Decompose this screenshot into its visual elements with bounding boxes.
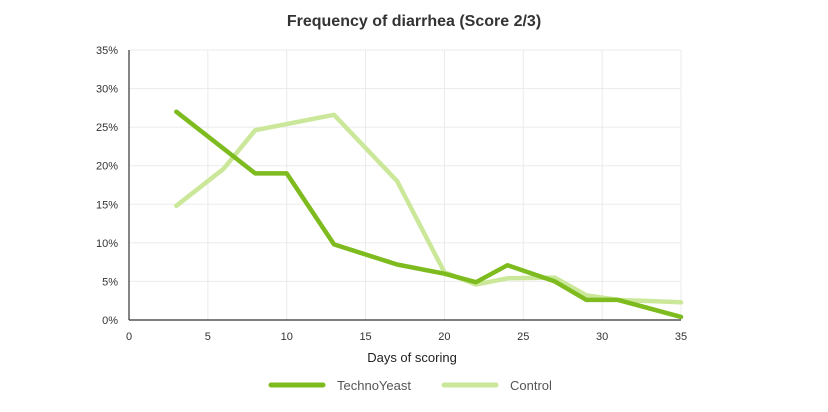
- y-tick-label: 30%: [96, 84, 118, 96]
- chart-title: Frequency of diarrhea (Score 2/3): [287, 13, 541, 30]
- legend-label-control: Control: [510, 378, 552, 393]
- y-tick-label: 5%: [102, 276, 118, 288]
- x-tick-label: 0: [126, 331, 132, 343]
- x-tick-label: 25: [517, 331, 529, 343]
- y-tick-label: 0%: [102, 315, 118, 327]
- x-tick-label: 15: [359, 331, 371, 343]
- y-tick-label: 10%: [96, 238, 118, 250]
- x-axis-label: Days of scoring: [367, 350, 457, 365]
- legend: TechnoYeast Control: [268, 378, 552, 393]
- x-tick-label: 20: [438, 331, 450, 343]
- x-tick-label: 30: [596, 331, 608, 343]
- y-tick-label: 35%: [96, 45, 118, 57]
- y-tick-label: 20%: [96, 161, 118, 173]
- legend-label-technoyeast: TechnoYeast: [337, 378, 411, 393]
- x-tick-label: 35: [675, 331, 687, 343]
- series-lines: [174, 109, 684, 320]
- grid: [129, 49, 682, 320]
- x-tick-label: 10: [281, 331, 293, 343]
- axes: 0% 5% 10% 15% 20% 25% 30% 35% 0 5 10 15 20 25 30 35: [96, 45, 687, 343]
- x-tick-label: 5: [205, 331, 211, 343]
- series-line-control: [174, 112, 684, 305]
- y-tick-label: 15%: [96, 199, 118, 211]
- series-line-technoyeast: [174, 109, 684, 320]
- y-tick-label: 25%: [96, 122, 118, 134]
